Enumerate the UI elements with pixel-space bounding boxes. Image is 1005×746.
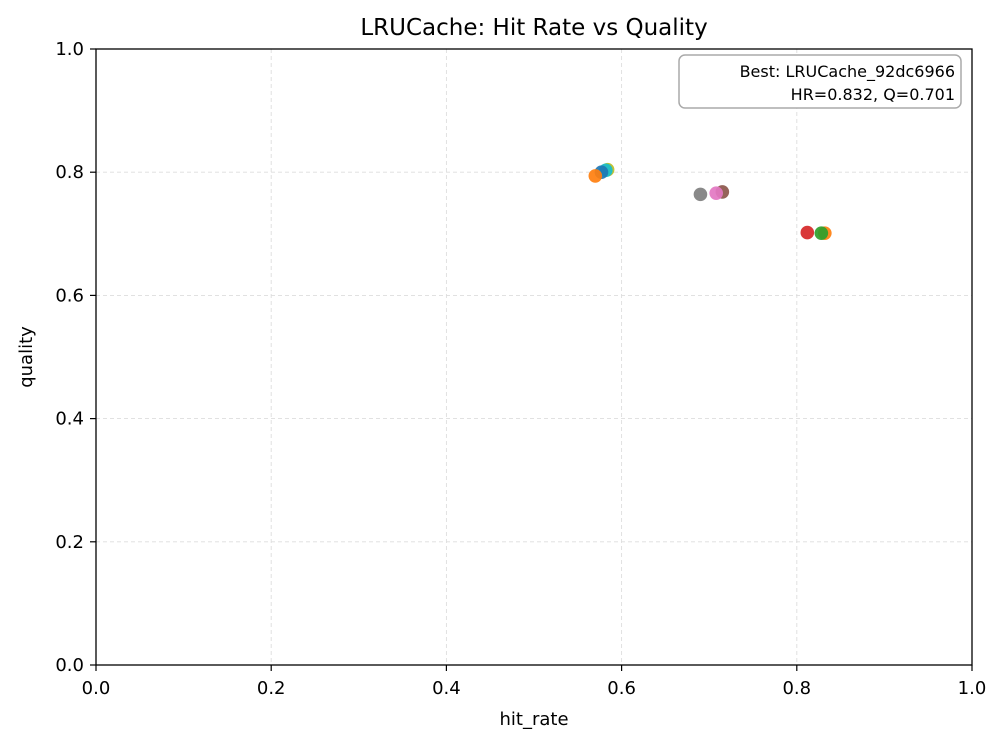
- y-tick-label: 0.0: [55, 655, 84, 676]
- x-tick-label: 1.0: [958, 678, 987, 699]
- data-point: [693, 187, 708, 202]
- annotation-line-2: HR=0.832, Q=0.701: [791, 85, 955, 104]
- x-axis-label: hit_rate: [499, 709, 568, 730]
- x-tick-label: 0.0: [82, 678, 111, 699]
- x-tick-label: 0.8: [782, 678, 811, 699]
- y-tick-label: 0.2: [55, 532, 84, 553]
- data-point: [709, 186, 724, 200]
- y-tick-label: 0.6: [55, 285, 84, 306]
- annotation-line-1: Best: LRUCache_92dc6966: [740, 62, 955, 82]
- x-tick-label: 0.6: [607, 678, 636, 699]
- plot-frame: [95, 48, 973, 666]
- y-tick-label: 0.4: [55, 409, 84, 430]
- y-tick-label: 0.8: [55, 162, 84, 183]
- x-tick-label: 0.2: [257, 678, 286, 699]
- data-points: [588, 162, 832, 240]
- x-axis-ticks: 0.0 0.2 0.4 0.6 0.8 1.0: [82, 665, 987, 699]
- data-point: [588, 169, 603, 183]
- y-tick-label: 1.0: [55, 39, 84, 60]
- annotation-box: [678, 54, 962, 109]
- x-tick-label: 0.4: [432, 678, 461, 699]
- best-annotation: Best: LRUCache_92dc6966 HR=0.832, Q=0.70…: [678, 54, 962, 109]
- data-point: [800, 225, 815, 240]
- y-axis-label: quality: [16, 326, 37, 388]
- chart-title: LRUCache: Hit Rate vs Quality: [360, 15, 707, 41]
- data-point: [814, 226, 829, 240]
- y-axis-ticks: 0.0 0.2 0.4 0.6 0.8 1.0: [55, 39, 96, 676]
